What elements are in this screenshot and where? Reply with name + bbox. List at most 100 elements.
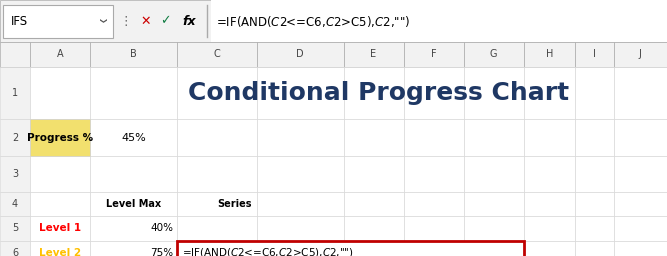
Bar: [30, 42, 90, 67]
Bar: [614, 67, 667, 119]
Bar: [344, 42, 404, 67]
Text: 5: 5: [12, 223, 18, 233]
Text: 75%: 75%: [150, 248, 173, 256]
Bar: [344, 67, 404, 119]
Bar: [344, 192, 404, 216]
Bar: [614, 241, 667, 256]
Bar: [344, 241, 404, 256]
Bar: [177, 119, 257, 156]
Bar: [575, 156, 614, 192]
Bar: [177, 156, 257, 192]
Text: 4: 4: [12, 199, 18, 209]
Text: Series: Series: [217, 199, 251, 209]
Bar: [614, 192, 667, 216]
Bar: [257, 216, 344, 241]
Bar: [524, 241, 575, 256]
Bar: [177, 67, 257, 119]
Bar: [404, 119, 464, 156]
Bar: [524, 67, 575, 119]
Text: =IF(AND($C$2<=C6,$C$2>C5),$C$2,""): =IF(AND($C$2<=C6,$C$2>C5),$C$2,""): [216, 14, 410, 29]
Bar: [0, 241, 30, 256]
Bar: [90, 67, 177, 119]
Bar: [257, 42, 344, 67]
Bar: [0, 67, 30, 119]
Bar: [575, 216, 614, 241]
Bar: [404, 241, 464, 256]
Bar: [0, 42, 30, 67]
Text: J: J: [639, 49, 642, 59]
Bar: [257, 192, 344, 216]
Bar: [575, 192, 614, 216]
Bar: [0, 192, 30, 216]
Bar: [30, 156, 90, 192]
Bar: [90, 241, 177, 256]
Bar: [404, 192, 464, 216]
Bar: [404, 216, 464, 241]
Text: 2: 2: [12, 133, 18, 143]
Bar: [30, 241, 90, 256]
Text: A: A: [57, 49, 63, 59]
Bar: [177, 42, 257, 67]
Bar: [30, 119, 90, 156]
Bar: [257, 67, 344, 119]
Text: Conditional Progress Chart: Conditional Progress Chart: [188, 81, 569, 105]
Bar: [464, 192, 524, 216]
Bar: [464, 156, 524, 192]
Bar: [614, 42, 667, 67]
Text: Level 2: Level 2: [39, 248, 81, 256]
Bar: [464, 119, 524, 156]
Bar: [404, 42, 464, 67]
Bar: [344, 216, 404, 241]
Text: ❯: ❯: [98, 18, 105, 24]
Bar: [344, 156, 404, 192]
Bar: [257, 119, 344, 156]
Bar: [575, 119, 614, 156]
Bar: [0, 0, 667, 42]
Bar: [30, 192, 90, 216]
Text: D: D: [296, 49, 304, 59]
Text: I: I: [593, 49, 596, 59]
Bar: [90, 119, 177, 156]
Bar: [90, 156, 177, 192]
Text: 3: 3: [12, 169, 18, 179]
Text: fx: fx: [182, 15, 195, 28]
Bar: [30, 216, 90, 241]
Bar: [404, 156, 464, 192]
Bar: [257, 156, 344, 192]
Bar: [524, 192, 575, 216]
Text: Level 1: Level 1: [39, 223, 81, 233]
Text: IFS: IFS: [11, 15, 29, 28]
Bar: [614, 156, 667, 192]
Bar: [614, 119, 667, 156]
Text: C: C: [213, 49, 220, 59]
Text: 45%: 45%: [121, 133, 146, 143]
Bar: [404, 67, 464, 119]
Bar: [177, 216, 257, 241]
Bar: [211, 0, 667, 42]
Text: ✓: ✓: [160, 15, 171, 28]
Text: 40%: 40%: [151, 223, 173, 233]
Bar: [464, 67, 524, 119]
Bar: [614, 216, 667, 241]
Bar: [0, 156, 30, 192]
Text: E: E: [370, 49, 377, 59]
Text: 6: 6: [12, 248, 18, 256]
Text: F: F: [431, 49, 436, 59]
Text: Level Max: Level Max: [106, 199, 161, 209]
Bar: [177, 241, 524, 256]
Bar: [575, 67, 614, 119]
Bar: [30, 67, 90, 119]
Bar: [90, 216, 177, 241]
Text: ✕: ✕: [140, 15, 151, 28]
Bar: [177, 192, 257, 216]
Bar: [524, 119, 575, 156]
Bar: [344, 119, 404, 156]
Bar: [464, 216, 524, 241]
Text: B: B: [130, 49, 137, 59]
Bar: [30, 119, 90, 156]
Bar: [3, 5, 113, 38]
Bar: [90, 192, 177, 216]
Bar: [575, 241, 614, 256]
Bar: [524, 42, 575, 67]
Bar: [257, 241, 344, 256]
